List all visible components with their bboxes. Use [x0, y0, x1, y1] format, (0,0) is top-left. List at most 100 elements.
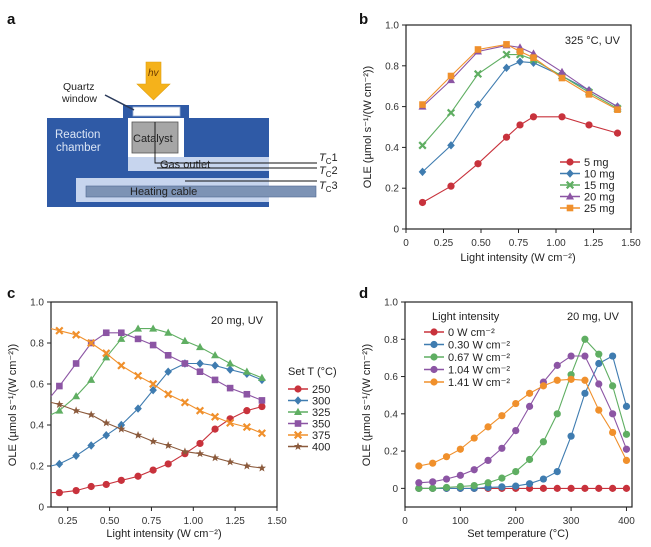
data-point [614, 106, 621, 113]
y-tick-label: 0.8 [30, 339, 44, 350]
legend-label: 5 mg [584, 157, 608, 169]
series-line [418, 355, 628, 489]
data-point [415, 484, 423, 492]
data-point [226, 384, 234, 392]
data-point [442, 483, 451, 492]
data-point [512, 399, 520, 408]
data-point [117, 476, 125, 484]
data-point [553, 467, 561, 476]
chart-panel-d: 0 0.2 0.4 0.6 0.8 1.0 0 100 200 300 400 Set tempera… [361, 298, 635, 541]
light-arrow-icon [136, 61, 171, 101]
data-point [567, 432, 575, 440]
x-axis-label: Light intensity (W cm⁻²) [460, 252, 575, 264]
x-tick-label: 1.00 [184, 516, 204, 527]
data-point [456, 471, 464, 479]
legend-marker [430, 353, 438, 361]
data-point [242, 422, 251, 432]
x-tick-label: 0.75 [509, 238, 529, 249]
legend-marker [294, 396, 302, 405]
data-point [72, 392, 81, 400]
y-tick-label: 0 [38, 503, 44, 514]
series-line [418, 355, 628, 484]
data-point [180, 398, 190, 407]
legend-item: 350 [288, 419, 330, 431]
legend-marker [430, 365, 438, 374]
data-point [613, 129, 622, 137]
x-axis-label: Set temperature (°C) [467, 528, 569, 540]
data-point [164, 367, 172, 376]
data-point [525, 455, 534, 464]
data-point [470, 481, 478, 490]
data-point [72, 451, 80, 460]
data-point [447, 72, 455, 80]
data-point [164, 441, 173, 449]
data-point [581, 389, 589, 397]
catalyst-label: Catalyst [133, 133, 173, 145]
svg-text:TC1: TC1 [319, 152, 338, 166]
gas-outlet-label: Gas outlet [160, 159, 210, 171]
data-point [134, 472, 142, 480]
data-point [87, 375, 96, 383]
x-tick-label: 1.50 [267, 516, 287, 527]
quartz-pointer-line [104, 94, 135, 111]
data-point [118, 329, 125, 337]
legend-label: 400 [312, 442, 330, 454]
x-tick-label: 1.25 [225, 516, 245, 527]
data-point [195, 406, 205, 415]
data-point [72, 487, 80, 495]
legend-marker [566, 204, 574, 212]
data-point [56, 382, 63, 390]
y-tick-label: 0.4 [384, 409, 398, 420]
x-tick-label: 1.00 [546, 238, 566, 249]
data-point [164, 328, 173, 336]
y-tick-label: 1.0 [30, 298, 44, 309]
data-point [196, 368, 204, 375]
data-point [539, 438, 548, 446]
data-point [622, 456, 631, 465]
data-point [102, 353, 111, 361]
data-point [243, 390, 251, 398]
legend-marker [566, 169, 574, 178]
legend-marker [294, 385, 302, 393]
legend-marker [294, 407, 302, 415]
y-tick-label: 0.6 [30, 380, 44, 391]
data-point [211, 425, 219, 433]
data-point [418, 198, 427, 207]
data-point [581, 335, 589, 343]
data-point [226, 359, 235, 367]
legend-label: 25 mg [584, 203, 615, 215]
data-point [180, 447, 190, 456]
y-tick-label: 0.4 [385, 143, 399, 154]
y-tick-label: 0.2 [30, 462, 44, 473]
legend-item: 250 [288, 384, 330, 396]
data-point [609, 428, 617, 437]
x-tick-label: 300 [563, 516, 580, 527]
y-tick-label: 1.0 [385, 21, 399, 32]
series-400 [50, 400, 267, 472]
legend-label: 0.67 W cm⁻² [448, 352, 510, 364]
x-tick-label: 400 [618, 516, 635, 527]
data-point [442, 475, 451, 483]
data-point [609, 410, 617, 418]
y-axis-label: OLE (µmol s⁻¹/(W cm⁻²)) [361, 344, 373, 466]
data-point [164, 390, 173, 399]
data-point [622, 402, 631, 410]
y-tick-label: 0.8 [384, 335, 398, 346]
data-point [581, 484, 589, 492]
y-tick-label: 0 [393, 225, 399, 236]
data-point [211, 351, 220, 359]
data-point [418, 167, 427, 177]
data-point [418, 141, 427, 150]
data-point [196, 439, 204, 448]
data-point [55, 459, 64, 469]
data-point [87, 441, 95, 450]
plot-frame [50, 301, 278, 508]
y-tick-label: 0.2 [385, 184, 399, 195]
data-point [525, 389, 534, 397]
data-point [195, 342, 204, 351]
series-350 [50, 329, 266, 404]
data-point [553, 484, 561, 492]
data-point [102, 329, 110, 337]
plot-frame [404, 301, 633, 508]
series-1-41-W-cm- [415, 375, 631, 470]
